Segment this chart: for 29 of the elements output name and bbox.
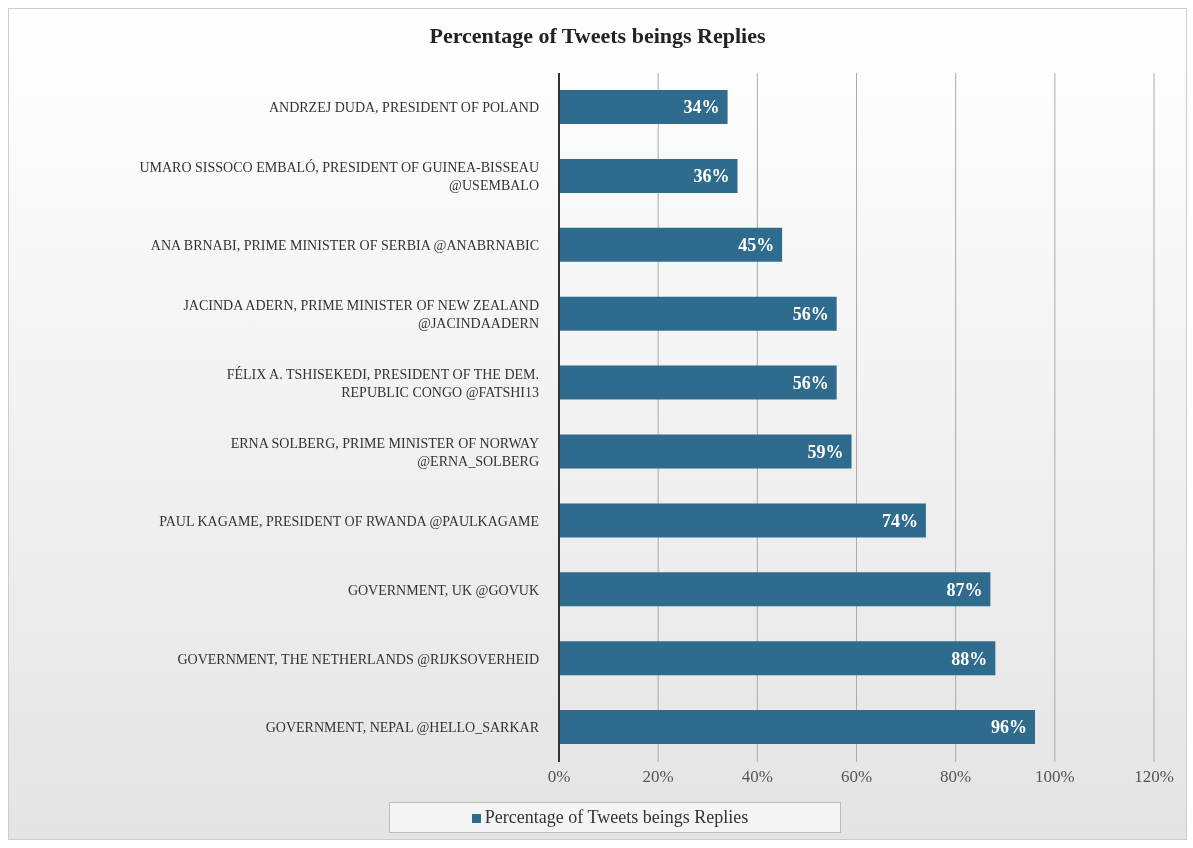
y-tick-label: GOVERNMENT, THE NETHERLANDS @RIJKSOVERHEID — [177, 651, 539, 667]
y-tick-label: GOVERNMENT, UK @GOVUK — [347, 582, 539, 598]
data-label: 87% — [946, 579, 983, 600]
y-tick-label: ANA BRNABI, PRIME MINISTER OF SERBIA @ANABRNABIC — [150, 238, 539, 254]
chart-title: Percentage of Tweets beings Replies — [428, 22, 767, 50]
data-label: 88% — [951, 648, 988, 669]
y-tick-label: FÉLIX A. TSHISEKEDI, PRESIDENT OF THE DEM. REPUBLIC CONGO @FATSHI13 — [226, 365, 539, 400]
data-label: 36% — [693, 166, 730, 187]
x-tick-label: 120% — [1134, 767, 1174, 787]
y-tick-label: ERNA SOLBERG, PRIME MINISTER OF NORWAY @ERNA_SOLBERG — [230, 435, 539, 469]
data-label: 45% — [738, 235, 775, 256]
y-tick-label: GOVERNMENT, NEPAL @HELLO_SARKAR — [265, 720, 540, 736]
legend-label: Percentage of Tweets beings Replies — [484, 807, 749, 827]
x-tick-label: 100% — [1035, 767, 1075, 787]
data-label: 74% — [881, 510, 918, 531]
data-label: 96% — [991, 717, 1027, 738]
data-label: 34% — [683, 97, 720, 118]
y-tick-label: UMARO SISSOCO EMBALÓ, PRESIDENT OF GUINEA-BISSEAU @USEMBALO — [139, 159, 539, 194]
x-tick-label: 40% — [741, 767, 773, 787]
data-label: 56% — [792, 304, 829, 324]
data-label: 59% — [807, 441, 844, 462]
y-tick-label: ANDRZEJ DUDA, PRESIDENT OF POLAND — [268, 100, 539, 116]
x-tick-label: 0% — [547, 767, 571, 787]
x-tick-label: 80% — [940, 767, 972, 787]
x-tick-label: 20% — [642, 767, 674, 787]
y-tick-label: PAUL KAGAME, PRESIDENT OF RWANDA @PAULKAGAME — [159, 513, 539, 529]
data-label: 56% — [792, 372, 829, 393]
x-tick-label: 60% — [840, 767, 873, 787]
y-tick-label: JACINDA ADERN, PRIME MINISTER OF NEW ZEALAND @JACINDAADERN — [183, 298, 539, 332]
